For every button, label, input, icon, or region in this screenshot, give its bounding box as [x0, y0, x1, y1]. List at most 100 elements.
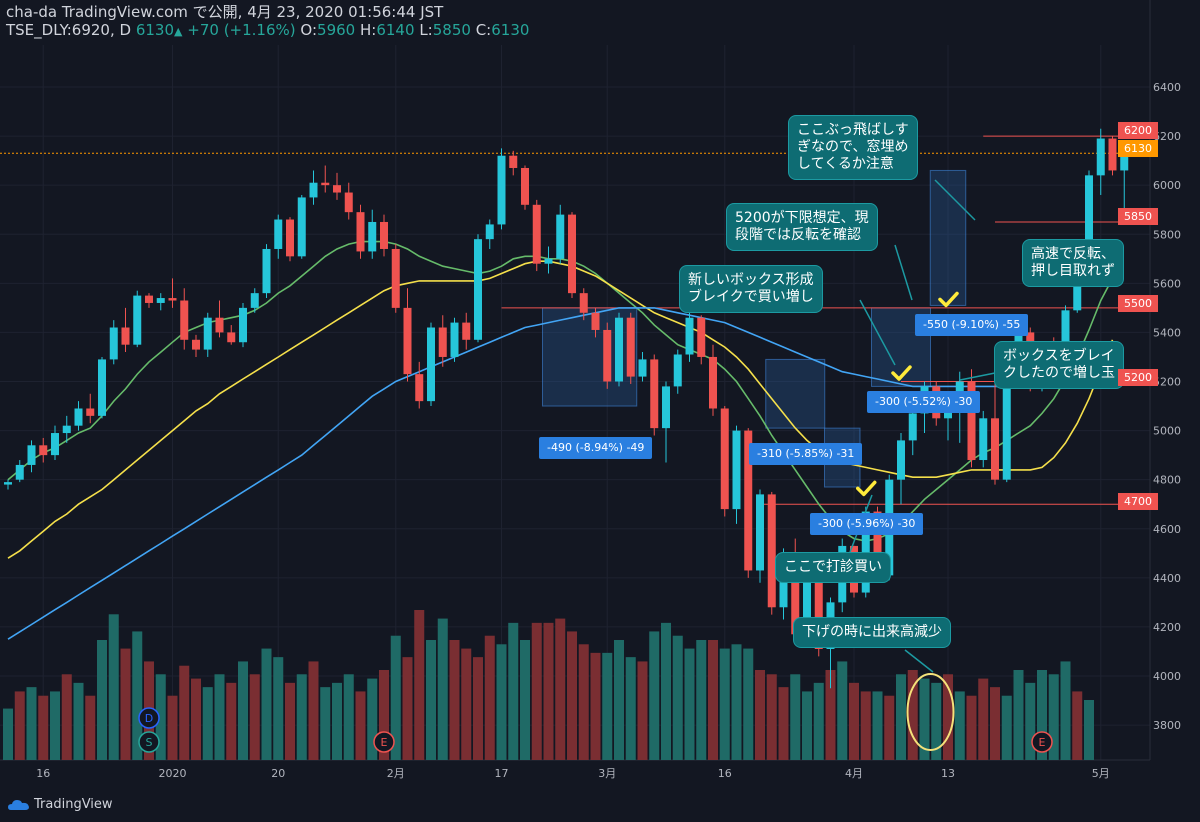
candle-body [380, 221, 388, 249]
candle [27, 440, 36, 473]
candle [967, 369, 976, 468]
candle [979, 410, 988, 468]
volume-bar [484, 635, 495, 760]
badge-letter: S [146, 736, 153, 749]
volume-bar [508, 622, 519, 760]
candle-body [767, 494, 776, 608]
tradingview-logo[interactable]: TradingView [8, 797, 113, 812]
volume-bar [285, 682, 295, 760]
volume-bar [1072, 691, 1083, 760]
y-tick-label: 6200 [1153, 130, 1181, 143]
candle-body [403, 307, 412, 375]
event-badge-D: D [138, 707, 160, 729]
candle-body [74, 408, 83, 426]
badge-circle [138, 731, 160, 753]
event-badge-S: S [138, 731, 160, 753]
candle-body [344, 192, 353, 213]
candle [391, 244, 400, 313]
volume-bar [426, 640, 436, 760]
candle [168, 278, 177, 308]
volume-bar [191, 678, 201, 760]
callout-pointer [859, 299, 896, 366]
candle [333, 172, 341, 200]
candle [568, 212, 576, 299]
candle-body [532, 204, 541, 264]
y-tick-label: 4600 [1153, 523, 1181, 536]
candle-body [250, 293, 259, 308]
open-label: O: [300, 21, 318, 39]
candle [39, 437, 48, 463]
volume-bar [1025, 682, 1036, 760]
callout-volume-drop: 下げの時に出来高減少 [793, 617, 951, 648]
candle [650, 354, 659, 436]
candle [145, 293, 153, 308]
callout-new-box: 新しいボックス形成 ブレイクで買い増し [679, 265, 823, 313]
candle-body [297, 197, 306, 257]
candle [239, 302, 247, 348]
range-box [929, 169, 967, 306]
candle-body [697, 317, 706, 357]
cloud-logo-icon [8, 799, 29, 810]
candle-body [15, 464, 24, 480]
ohlc-line: TSE_DLY:6920, D 6130▲ +70 (+1.16%) O:596… [6, 21, 529, 41]
candle-body [321, 182, 330, 186]
candle-body [1085, 175, 1093, 249]
candle-body [732, 430, 741, 510]
candle [274, 214, 283, 259]
candle-body [720, 408, 729, 510]
y-tick-label: 5000 [1153, 425, 1181, 438]
volume-bar [602, 652, 613, 760]
candle-body [121, 327, 130, 345]
candle-body [908, 413, 917, 441]
volume-bar [332, 682, 342, 760]
volume-bar [614, 640, 624, 760]
volume-bar [531, 622, 542, 760]
candle-body [27, 445, 36, 465]
candle-body [274, 219, 283, 249]
candle [403, 288, 412, 382]
candle [732, 425, 741, 524]
candle [250, 288, 259, 313]
x-tick-label: 20 [271, 767, 285, 780]
callout-pointer [904, 649, 934, 673]
callout-fast-reversal: 高速で反転、 押し目取れず [1022, 239, 1124, 287]
event-badges: DS E E [138, 707, 1053, 753]
candle-body [109, 327, 118, 360]
volume-bar [860, 691, 871, 760]
candle-body [227, 332, 236, 343]
volume-bar [155, 674, 166, 760]
candle [532, 199, 541, 272]
candle-body [897, 440, 905, 480]
volume-bar [696, 640, 707, 760]
candle-body [509, 155, 518, 168]
volume-bar [931, 682, 942, 760]
volume-bar [61, 674, 72, 760]
candle [51, 425, 59, 461]
range-box [765, 358, 826, 429]
event-badge-E: E [373, 731, 395, 753]
x-tick-label: 13 [941, 767, 955, 780]
candle-body [603, 329, 612, 382]
volume-bar [837, 661, 848, 760]
candle-body [39, 445, 48, 456]
candle [1096, 128, 1105, 195]
badge-letter: E [381, 736, 388, 749]
candle-body [286, 219, 294, 257]
candle [62, 415, 71, 443]
candle [15, 460, 24, 483]
candle-body [415, 374, 424, 402]
last-price: 6130 [135, 21, 175, 39]
candle [462, 312, 471, 350]
volume-bar [849, 682, 859, 760]
candle [262, 244, 271, 299]
callout-box-break: ボックスをブレイ クしたので増し玉 [994, 341, 1124, 389]
volume-bar [802, 691, 812, 760]
candle-body [673, 354, 682, 387]
volume-bar [367, 678, 378, 760]
volume-bar [343, 674, 354, 760]
candle-body [791, 553, 800, 635]
y-tick-label: 6400 [1153, 81, 1181, 94]
price-label-4700: 4700 [1118, 493, 1158, 510]
candle [638, 352, 647, 382]
